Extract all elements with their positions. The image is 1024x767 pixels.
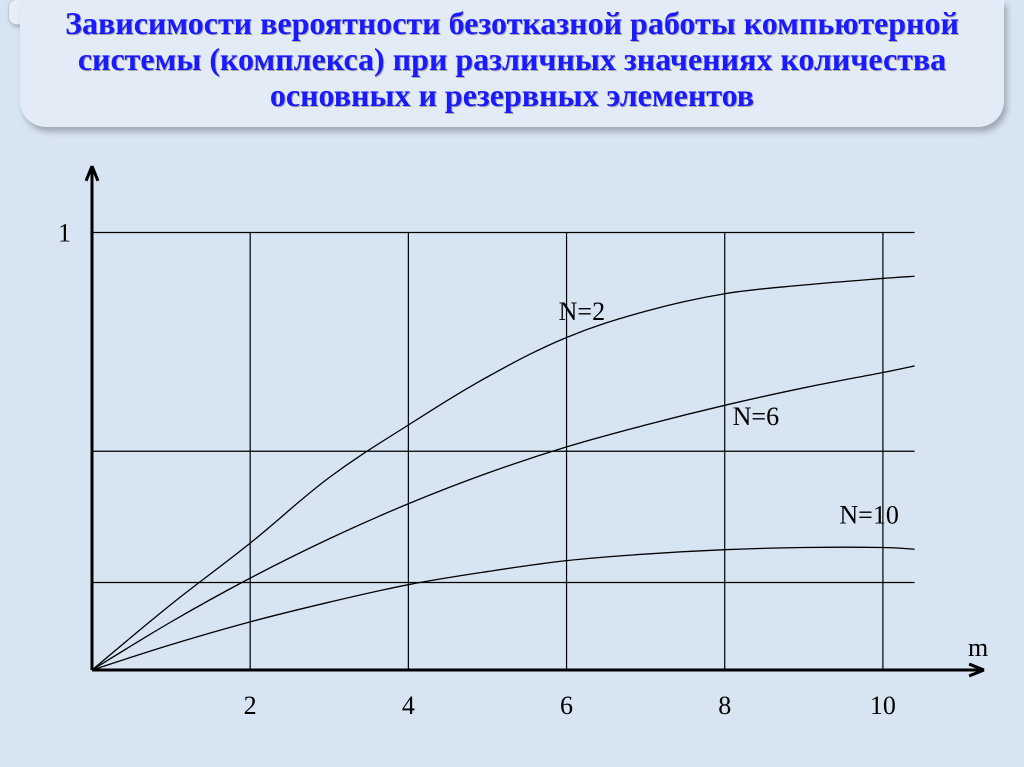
x-tick-label: 10 [870,691,896,720]
series-N=2 [92,276,915,670]
reliability-chart: N=2 N=6 N=10 1 2 4 6 8 10 m [24,162,1000,752]
series-N=6 [92,366,915,670]
x-tick-label: 8 [718,691,731,720]
title-panel: Зависимости вероятности безотказной рабо… [20,0,1004,127]
y-tick-label: 1 [58,219,71,248]
x-tick-label: 4 [402,691,415,720]
x-tick-label: 6 [560,691,573,720]
series-label: N=10 [839,500,898,529]
x-axis-label: m [968,633,988,662]
slide: 6 Зависимости вероятности безотказной ра… [0,0,1024,767]
series-N=10 [92,547,915,670]
x-tick-label: 2 [244,691,257,720]
slide-title: Зависимости вероятности безотказной рабо… [40,6,984,113]
series-label: N=6 [733,402,779,431]
series-label: N=2 [559,297,605,326]
